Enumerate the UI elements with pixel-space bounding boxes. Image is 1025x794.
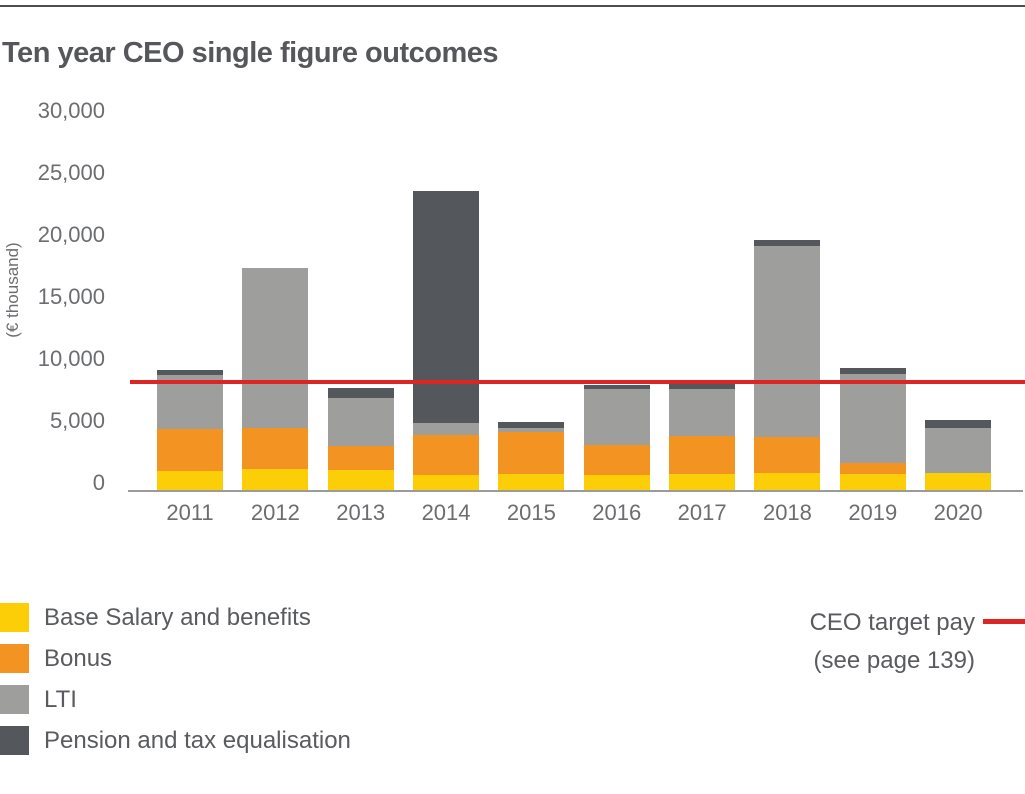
bar-segment-lti — [157, 375, 223, 429]
bar-segment-bonus — [669, 436, 736, 474]
bar-segment-pension-and-tax-equalisation — [754, 240, 821, 246]
legend-label: Bonus — [44, 644, 113, 672]
bar-segment-pension-and-tax-equalisation — [327, 387, 394, 398]
bar-segment-pension-and-tax-equalisation — [839, 368, 906, 375]
bar-segment-lti — [413, 423, 480, 435]
bar-segment-pension-and-tax-equalisation — [157, 369, 223, 376]
bar-segment-base-salary-and-benefits — [839, 473, 906, 490]
stacked-bar-2013 — [327, 387, 394, 490]
x-tick-label-2014: 2014 — [421, 500, 471, 525]
bar-segment-lti — [327, 397, 394, 446]
legend-label: Pension and tax equalisation — [44, 726, 351, 754]
bar-segment-pension-and-tax-equalisation — [413, 191, 480, 424]
legend-label: Base Salary and benefits — [44, 603, 311, 631]
x-axis-year-labels: 2011 2012 2013 2014 2015 2016 2017 2018 2019 2020 — [128, 500, 1023, 530]
x-tick-label-2015: 2015 — [506, 500, 556, 525]
bar-segment-lti — [839, 374, 906, 463]
legend-row: Base Salary and benefits — [0, 603, 351, 632]
x-tick-label-2011: 2011 — [166, 500, 214, 525]
bar-segment-lti — [242, 268, 309, 429]
legend-label: LTI — [44, 685, 77, 713]
x-tick-label-2017: 2017 — [677, 500, 727, 525]
x-tick-label-2013: 2013 — [336, 500, 386, 525]
bar-segment-lti — [925, 428, 992, 473]
x-tick-label-2020: 2020 — [933, 500, 983, 525]
bar-segment-bonus — [327, 446, 394, 471]
bar-segment-base-salary-and-benefits — [669, 473, 736, 490]
stacked-bar-2016 — [583, 384, 650, 490]
x-tick-label-2016: 2016 — [592, 500, 642, 525]
target-pay-legend-label: CEO target pay — [809, 609, 975, 636]
bar-segment-pension-and-tax-equalisation — [583, 384, 650, 389]
x-tick-label-2018: 2018 — [762, 500, 812, 525]
stacked-bar-2014 — [413, 191, 480, 490]
stacked-bar-2020 — [925, 419, 992, 490]
stacked-bar-2018 — [754, 240, 821, 490]
stacked-bar-2015 — [498, 422, 565, 490]
bar-segment-base-salary-and-benefits — [413, 475, 480, 490]
legend-swatch — [0, 726, 29, 755]
legend-swatch — [0, 603, 29, 632]
bar-segment-base-salary-and-benefits — [242, 468, 309, 490]
legend-swatch — [0, 644, 29, 673]
bar-segment-pension-and-tax-equalisation — [669, 384, 736, 389]
plot-area — [128, 118, 1023, 492]
x-axis-line — [128, 490, 1023, 492]
bar-segment-bonus — [754, 436, 821, 474]
target-pay-legend: CEO target pay (see page 139) — [810, 608, 975, 676]
bar-segment-base-salary-and-benefits — [583, 475, 650, 490]
bar-segment-base-salary-and-benefits — [754, 473, 821, 490]
target-pay-legend-line-swatch — [983, 619, 1025, 624]
y-tick-label: 30,000 — [37, 98, 105, 123]
x-tick-label-2019: 2019 — [848, 500, 898, 525]
bar-segment-bonus — [498, 432, 565, 474]
legend-row: LTI — [0, 685, 351, 714]
legend-row: Pension and tax equalisation — [0, 726, 351, 755]
bar-segment-bonus — [242, 428, 309, 469]
bar-segment-base-salary-and-benefits — [498, 473, 565, 490]
stacked-bar-2019 — [839, 368, 906, 490]
top-divider-rule — [0, 5, 1025, 7]
bar-segment-bonus — [839, 462, 906, 474]
x-tick-label-2012: 2012 — [250, 500, 300, 525]
bar-segment-base-salary-and-benefits — [327, 470, 394, 490]
y-tick-label: 5,000 — [49, 408, 105, 433]
y-tick-label: 15,000 — [37, 284, 105, 309]
legend-swatch — [0, 685, 29, 714]
bar-segment-base-salary-and-benefits — [157, 471, 223, 490]
bar-segment-lti — [669, 388, 736, 437]
y-tick-label: 0 — [92, 470, 105, 495]
bar-segment-lti — [498, 428, 565, 433]
y-tick-label: 20,000 — [37, 222, 105, 247]
bar-segment-pension-and-tax-equalisation — [925, 419, 992, 429]
stacked-bar-2017 — [669, 384, 736, 490]
bar-segment-base-salary-and-benefits — [925, 472, 992, 490]
chart-title: Ten year CEO single figure outcomes — [2, 37, 499, 70]
bar-segment-bonus — [583, 445, 650, 476]
stacked-bar-2012 — [242, 268, 309, 490]
stacked-bar-2011 — [157, 369, 223, 490]
bar-segment-pension-and-tax-equalisation — [498, 422, 565, 429]
y-tick-label: 10,000 — [37, 346, 105, 371]
y-axis-tick-labels: 30,000 25,000 20,000 15,000 10,000 5,000 0 — [0, 98, 105, 495]
ceo-target-pay-line — [130, 379, 1025, 384]
legend-row: Bonus — [0, 644, 351, 673]
y-tick-label: 25,000 — [37, 160, 105, 185]
target-pay-legend-note: (see page 139) — [813, 647, 975, 674]
bar-segment-lti — [754, 245, 821, 437]
bar-segment-bonus — [157, 428, 223, 472]
series-legend: Base Salary and benefits Bonus LTI Pension … — [0, 603, 351, 767]
bar-segment-bonus — [413, 434, 480, 476]
bar-segment-lti — [583, 388, 650, 446]
